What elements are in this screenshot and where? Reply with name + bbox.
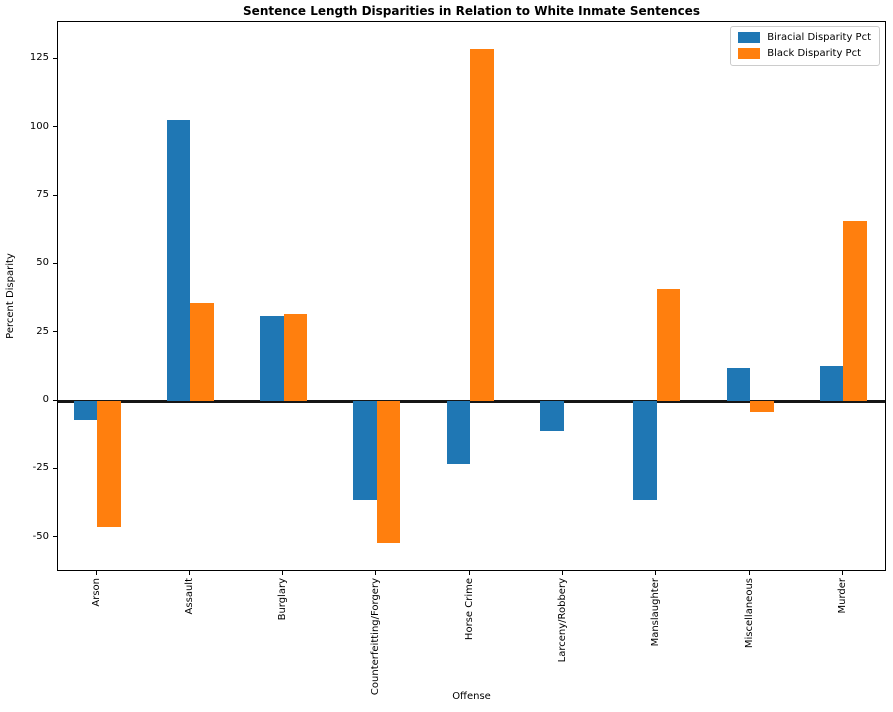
y-tick-mark (53, 57, 57, 59)
x-tick-label-larceny-robbery: Larceny/Robbery (557, 578, 568, 663)
y-tick-mark (53, 262, 57, 264)
y-tick-label: 25 (36, 325, 49, 337)
y-tick-label: 125 (29, 52, 49, 64)
bar-biracial-disparity-pct-assault (166, 119, 191, 402)
x-tick-label-burglary: Burglary (277, 578, 289, 621)
y-tick-mark (53, 536, 57, 538)
y-tick-label: -25 (32, 462, 49, 474)
bar-biracial-disparity-pct-counterfeitting-forgery (353, 401, 377, 500)
x-tick-mark (655, 571, 657, 575)
y-tick-mark (53, 399, 57, 401)
x-tick-label-murder: Murder (836, 578, 848, 614)
legend-entry-black-disparity-pct: Black Disparity Pct (738, 48, 871, 59)
bar-black-disparity-pct-manslaughter (656, 289, 681, 402)
bar-biracial-disparity-pct-manslaughter (633, 401, 657, 500)
bar-black-disparity-pct-burglary (283, 313, 308, 402)
plot-area: Biracial Disparity Pct Black Disparity Pc… (57, 21, 886, 571)
y-tick-label: -50 (32, 530, 49, 542)
bar-biracial-disparity-pct-larceny-robbery (540, 401, 564, 432)
x-tick-mark (748, 571, 750, 575)
x-tick-mark (95, 571, 97, 575)
legend: Biracial Disparity Pct Black Disparity Pc… (730, 26, 880, 66)
x-tick-label-arson: Arson (90, 578, 102, 607)
x-tick-mark (468, 571, 470, 575)
bar-black-disparity-pct-counterfeitting-forgery (376, 401, 401, 544)
y-tick-label: 100 (29, 120, 49, 132)
bar-biracial-disparity-pct-miscellaneous (726, 368, 751, 402)
legend-label: Biracial Disparity Pct (767, 32, 871, 43)
bar-black-disparity-pct-miscellaneous (750, 401, 774, 413)
x-tick-label-horse-crime: Horse Crime (463, 578, 475, 641)
bar-black-disparity-pct-assault (190, 302, 214, 402)
legend-entry-biracial-disparity-pct: Biracial Disparity Pct (738, 32, 871, 43)
bar-biracial-disparity-pct-arson (73, 401, 97, 421)
legend-label: Black Disparity Pct (767, 48, 861, 59)
bar-biracial-disparity-pct-horse-crime (446, 401, 471, 464)
bar-biracial-disparity-pct-murder (819, 365, 844, 402)
y-tick-label: 0 (42, 394, 49, 406)
x-tick-mark (282, 571, 284, 575)
bar-black-disparity-pct-horse-crime (470, 48, 494, 402)
y-tick-mark (53, 331, 57, 333)
y-tick-mark (53, 194, 57, 196)
y-tick-label: 50 (36, 257, 49, 269)
zero-line (58, 399, 885, 403)
bar-black-disparity-pct-arson (97, 401, 121, 527)
legend-color-swatch (738, 48, 761, 59)
x-tick-label-manslaughter: Manslaughter (650, 578, 662, 647)
y-tick-mark (53, 126, 57, 128)
x-tick-mark (375, 571, 377, 575)
x-tick-label-counterfeitting-forgery: Counterfeitting/Forgery (370, 578, 382, 696)
x-tick-mark (841, 571, 843, 575)
y-tick-mark (53, 467, 57, 469)
x-tick-mark (562, 571, 563, 575)
legend-color-swatch (738, 32, 761, 43)
x-tick-label-miscellaneous: Miscellaneous (743, 578, 755, 649)
x-axis-label: Offense (452, 691, 491, 702)
bar-black-disparity-pct-murder (843, 220, 867, 402)
x-tick-label-assault: Assault (183, 578, 195, 615)
chart-title: Sentence Length Disparities in Relation … (243, 4, 700, 18)
x-tick-mark (188, 571, 190, 575)
y-tick-label: 75 (36, 189, 49, 201)
bar-biracial-disparity-pct-burglary (260, 316, 284, 402)
